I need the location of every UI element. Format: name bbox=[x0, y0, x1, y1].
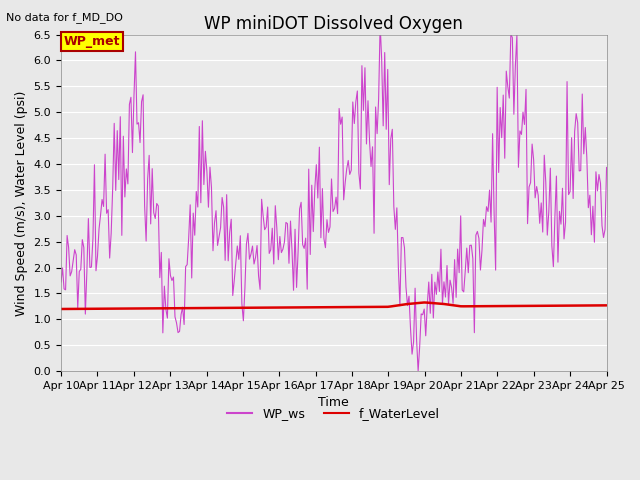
Y-axis label: Wind Speed (m/s), Water Level (psi): Wind Speed (m/s), Water Level (psi) bbox=[15, 90, 28, 315]
Legend: WP_ws, f_WaterLevel: WP_ws, f_WaterLevel bbox=[223, 402, 445, 425]
Text: No data for f_MD_DO: No data for f_MD_DO bbox=[6, 12, 124, 23]
Title: WP miniDOT Dissolved Oxygen: WP miniDOT Dissolved Oxygen bbox=[204, 15, 463, 33]
X-axis label: Time: Time bbox=[319, 396, 349, 409]
Text: WP_met: WP_met bbox=[64, 35, 120, 48]
